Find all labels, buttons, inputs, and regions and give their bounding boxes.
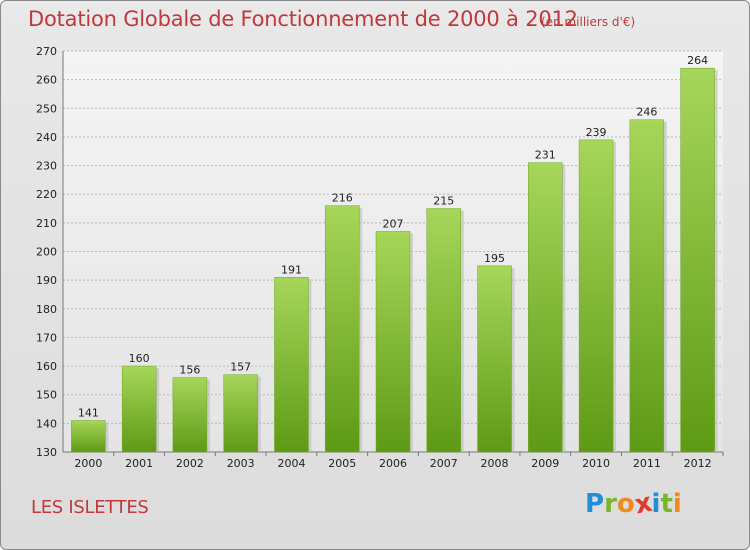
x-tick-label: 2010 (582, 457, 610, 470)
bar (121, 365, 157, 453)
y-tick-label: 160 (36, 360, 57, 373)
x-tick-label: 2006 (379, 457, 407, 470)
y-tick-label: 250 (36, 102, 57, 115)
chart-subtitle: (en milliers d'€) (541, 15, 636, 29)
y-tick-label: 190 (36, 274, 57, 287)
chart-title: Dotation Globale de Fonctionnement de 20… (28, 7, 578, 31)
y-tick-label: 210 (36, 217, 57, 230)
data-label: 216 (332, 192, 353, 205)
x-tick-label: 2004 (277, 457, 305, 470)
data-label: 156 (179, 364, 200, 377)
data-label: 239 (586, 126, 607, 139)
logo-letter: t (660, 489, 673, 519)
data-label: 246 (636, 106, 657, 119)
y-tick-label: 270 (36, 45, 57, 58)
x-tick-label: 2012 (684, 457, 712, 470)
data-label: 160 (129, 352, 150, 365)
x-tick-label: 2001 (125, 457, 153, 470)
y-tick-label: 200 (36, 246, 57, 259)
data-label: 231 (535, 149, 556, 162)
y-tick-label: 230 (36, 160, 57, 173)
data-label: 141 (78, 406, 99, 419)
y-tick-label: 240 (36, 131, 57, 144)
data-label: 207 (383, 217, 404, 230)
logo-letter: i (672, 489, 682, 519)
x-tick-label: 2002 (176, 457, 204, 470)
location-label: LES ISLETTES (31, 497, 149, 518)
bar (71, 420, 106, 453)
x-tick-label: 2007 (430, 457, 458, 470)
x-tick-label: 2005 (328, 457, 356, 470)
bar (172, 377, 208, 453)
bar (426, 208, 462, 453)
y-tick-label: 140 (36, 417, 57, 430)
data-label: 195 (484, 252, 505, 265)
data-label: 264 (687, 54, 708, 67)
proxiti-logo: Proxiti (585, 488, 682, 521)
bar (223, 374, 258, 453)
data-label: 157 (230, 361, 251, 374)
x-tick-label: 2008 (481, 457, 509, 470)
y-tick-label: 170 (36, 331, 57, 344)
bar (578, 139, 614, 453)
bar (274, 277, 309, 453)
logo-letter: i (651, 489, 661, 519)
y-tick-label: 150 (36, 389, 57, 402)
x-tick-label: 2000 (74, 457, 102, 470)
y-tick-label: 260 (36, 74, 57, 87)
data-label: 191 (281, 263, 302, 276)
x-tick-label: 2011 (633, 457, 661, 470)
data-label: 215 (433, 195, 454, 208)
x-tick-label: 2003 (227, 457, 255, 470)
x-axis: 2000 2001 2002 2003 2004 2005 2006 2007 2008 2009… (74, 452, 724, 470)
y-tick-label: 130 (36, 446, 57, 459)
x-tick-label: 2009 (531, 457, 559, 470)
y-tick-label: 220 (36, 188, 57, 201)
bar (375, 231, 411, 453)
bars (71, 67, 718, 453)
bar (324, 205, 360, 453)
logo-letter: P (585, 489, 605, 519)
logo-letter: o (616, 489, 635, 519)
data-labels: 141 160 156 157 191 216 207 215 195 231 239 246 264 (78, 54, 708, 419)
y-tick-label: 180 (36, 303, 57, 316)
bar (629, 119, 665, 453)
bar (680, 67, 715, 453)
bar (528, 162, 563, 453)
bar (477, 265, 512, 453)
logo-letter: r (604, 489, 617, 519)
